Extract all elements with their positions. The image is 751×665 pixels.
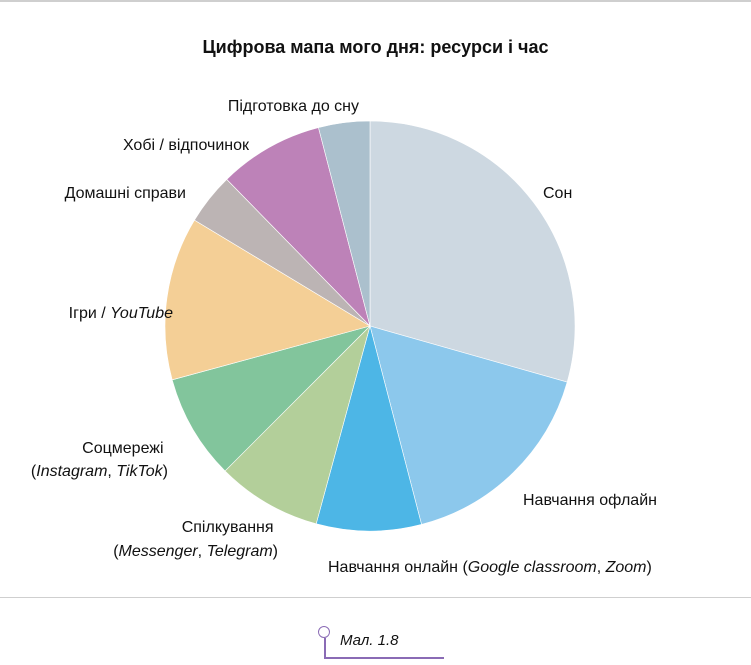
slice-label-home: Домашні справи <box>65 185 186 202</box>
caption-underline <box>324 657 444 659</box>
pie-slice-1 <box>369 325 568 525</box>
pie-slice-7 <box>226 127 371 328</box>
pie-slice-3 <box>224 324 371 525</box>
pie-chart: Сон Навчання офлайн Навчання онлайн (Goo… <box>31 98 657 576</box>
slice-label-games: Ігри / YouTube <box>69 305 173 322</box>
caption-pin-stem <box>324 638 326 658</box>
caption-pin-icon <box>318 626 330 638</box>
slice-label-offline: Навчання офлайн <box>523 492 657 509</box>
figure-caption: Мал. 1.8 <box>340 632 399 649</box>
pie-slice-8 <box>318 120 371 327</box>
slice-label-communication: Спілкування (Messenger, Telegram) <box>113 519 278 560</box>
slice-label-sleep-prep: Підготовка до сну <box>228 98 359 115</box>
pie-slice-2 <box>315 324 422 532</box>
slice-label-hobby: Хобі / відпочинок <box>123 137 250 154</box>
slice-label-son: Сон <box>543 185 572 202</box>
pie-slice-4 <box>171 325 372 472</box>
pie-slices <box>164 120 576 532</box>
slice-label-social: Соцмережі (Instagram, TikTok) <box>31 440 168 480</box>
top-divider <box>0 0 751 2</box>
pie-slice-0 <box>369 120 576 383</box>
slice-label-online: Навчання онлайн (Google classroom, Zoom) <box>328 559 652 576</box>
pie-slice-5 <box>164 219 371 381</box>
chart-title: Цифрова мапа мого дня: ресурси і час <box>202 37 549 57</box>
bottom-divider <box>0 597 751 598</box>
